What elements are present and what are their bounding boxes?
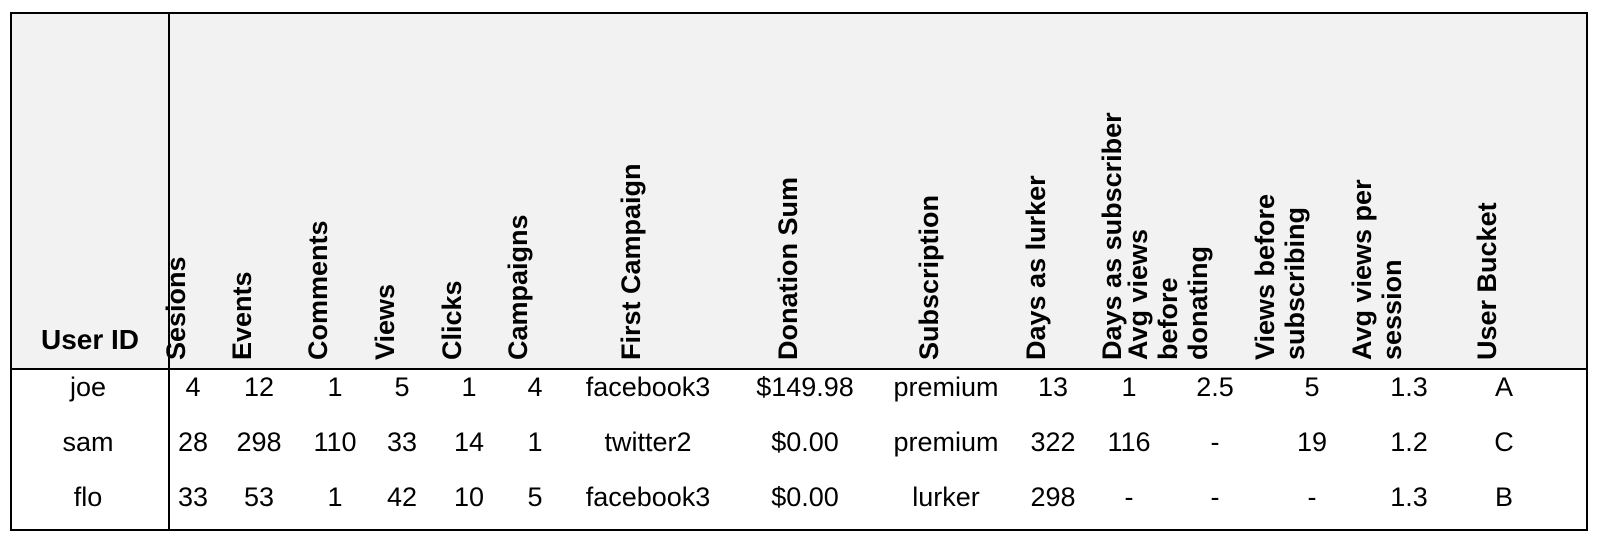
column-header-label: Views before subscribing — [1250, 193, 1310, 360]
table-row: joe 4 12 1 5 1 4 facebook3 $149.98 premium 13 1 2.5 5… — [12, 360, 1586, 414]
table-cell: 1 — [327, 482, 343, 512]
table-cell: 1 — [527, 427, 543, 457]
column-header-label: Donation Sum — [773, 177, 803, 360]
column-header-label: Subscription — [914, 194, 944, 360]
table-cell: - — [1210, 427, 1220, 457]
table-cell: 5 — [394, 372, 410, 402]
table-cell: $0.00 — [771, 482, 839, 512]
table-cell: lurker — [912, 482, 980, 512]
column-header-label: Days as lurker — [1021, 175, 1051, 360]
table-cell: 13 — [1037, 372, 1069, 402]
table-cell: 1 — [327, 372, 343, 402]
table-cell: $149.98 — [756, 372, 854, 402]
table-cell: $0.00 — [771, 427, 839, 457]
column-header-label: Sesions — [161, 256, 191, 360]
table-cell: - — [1210, 482, 1220, 512]
table-row: sam 28 298 110 33 14 1 twitter2 $0.00 premium 322 1… — [12, 415, 1586, 469]
table-cell: 19 — [1296, 427, 1328, 457]
table-row: flo 33 53 1 42 10 5 facebook3 $0.00 lurker 298 - - - 1… — [12, 470, 1586, 524]
table-cell: 1 — [461, 372, 477, 402]
user-id-divider — [168, 14, 170, 529]
table-cell: 5 — [527, 482, 543, 512]
table-cell: 110 — [313, 427, 357, 457]
column-header-label: Campaigns — [503, 214, 533, 360]
table-cell: 1 — [1121, 372, 1137, 402]
user-id-column-header: User ID — [40, 324, 140, 355]
column-header-label: Avg views per session — [1347, 179, 1407, 360]
table-cell: 298 — [1030, 482, 1076, 512]
table-cell: 53 — [243, 482, 275, 512]
table-cell: 1.2 — [1390, 427, 1428, 457]
column-header-label: Events — [227, 271, 257, 360]
table-cell: C — [1494, 427, 1514, 457]
user-id-cell: joe — [69, 372, 107, 402]
table-cell: 42 — [386, 482, 418, 512]
table-cell: 116 — [1107, 427, 1151, 457]
table-cell: 12 — [243, 372, 275, 402]
table-cell: 298 — [236, 427, 282, 457]
table-cell: A — [1494, 372, 1513, 402]
table-cell: 322 — [1030, 427, 1076, 457]
table-header — [12, 14, 1586, 368]
table-cell: - — [1307, 482, 1317, 512]
table-cell: 1.3 — [1390, 482, 1428, 512]
user-id-cell: flo — [73, 482, 103, 512]
column-header-label: Comments — [303, 220, 333, 360]
column-header-label: Views — [370, 283, 400, 360]
table-cell: 4 — [527, 372, 543, 402]
table-cell: B — [1494, 482, 1513, 512]
table-cell: 2.5 — [1196, 372, 1234, 402]
table-cell: facebook3 — [585, 372, 711, 402]
user-id-cell: sam — [62, 427, 114, 457]
table-cell: 33 — [177, 482, 209, 512]
table-cell: 4 — [185, 372, 201, 402]
table-cell: premium — [893, 427, 999, 457]
table-cell: 33 — [386, 427, 418, 457]
table-cell: facebook3 — [585, 482, 711, 512]
table-cell: twitter2 — [604, 427, 692, 457]
table-cell: 5 — [1304, 372, 1320, 402]
table-cell: 14 — [453, 427, 485, 457]
table-cell: 28 — [177, 427, 209, 457]
column-header-label: User Bucket — [1472, 202, 1502, 360]
column-header-label: First Campaign — [616, 163, 646, 360]
table-cell: 1.3 — [1390, 372, 1428, 402]
header-divider — [12, 368, 1586, 370]
table-cell: - — [1124, 482, 1134, 512]
table-cell: 10 — [453, 482, 485, 512]
column-header-label: Avg views before donating — [1123, 228, 1213, 360]
column-header-label: Clicks — [437, 280, 467, 360]
table-cell: premium — [893, 372, 999, 402]
user-metrics-table: User ID Sesions Events Comments Views Clicks… — [10, 12, 1588, 531]
